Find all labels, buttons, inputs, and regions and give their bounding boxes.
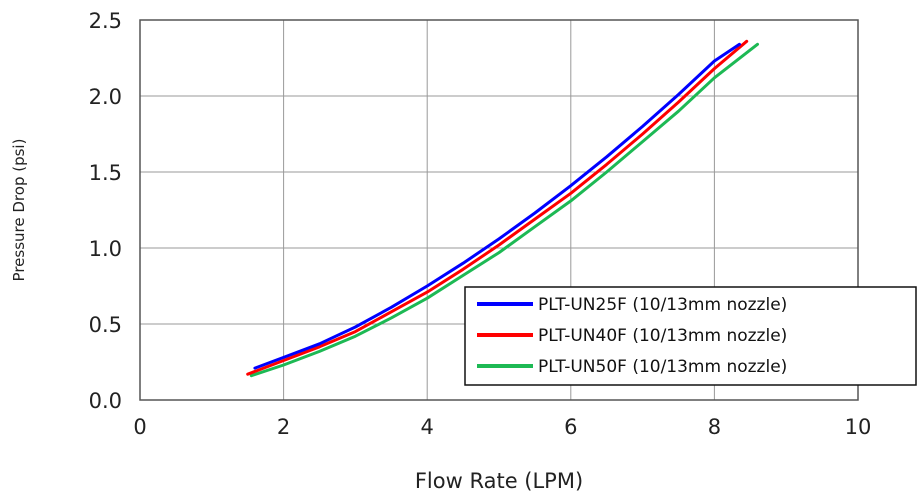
y-tick-label: 2.5	[89, 9, 122, 33]
x-tick-label: 10	[845, 415, 872, 439]
series-line	[249, 42, 759, 378]
legend: PLT-UN25F (10/13mm nozzle) PLT-UN40F (10/…	[464, 286, 917, 386]
legend-entry: PLT-UN50F (10/13mm nozzle)	[538, 357, 787, 377]
series-line	[246, 39, 749, 376]
y-tick-label: 2.0	[89, 85, 122, 109]
y-axis-label: Pressure Drop (psi)	[10, 139, 28, 282]
x-tick-label: 2	[277, 415, 290, 439]
x-axis-label: Flow Rate (LPM)	[415, 469, 583, 493]
legend-entry: PLT-UN25F (10/13mm nozzle)	[538, 295, 787, 315]
plot-frame	[139, 19, 859, 401]
x-tick-label: 6	[564, 415, 577, 439]
y-tick-label: 0.5	[89, 313, 122, 337]
legend-entry: PLT-UN40F (10/13mm nozzle)	[538, 326, 787, 346]
y-tick-label: 1.5	[89, 161, 122, 185]
legend-box	[464, 286, 917, 386]
x-axis-ticks: 0 2 4 6 8 10	[133, 415, 871, 439]
x-tick-label: 0	[133, 415, 146, 439]
series-layer	[246, 39, 759, 378]
y-tick-label: 1.0	[89, 237, 122, 261]
series-line	[253, 42, 741, 370]
x-tick-label: 4	[421, 415, 434, 439]
x-tick-label: 8	[708, 415, 721, 439]
y-axis-ticks: 0.0 0.5 1.0 1.5 2.0 2.5	[89, 9, 122, 413]
y-tick-label: 0.0	[89, 389, 122, 413]
